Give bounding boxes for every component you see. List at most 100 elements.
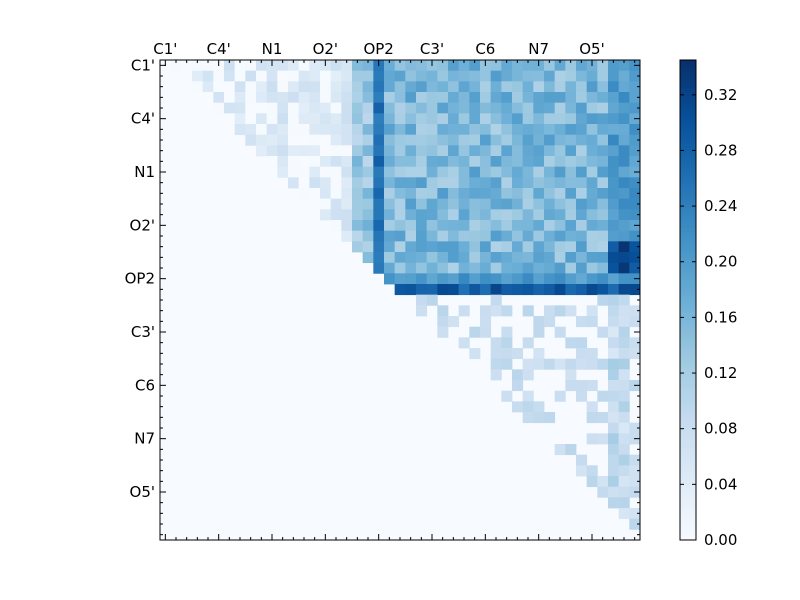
heatmap-cell — [608, 102, 620, 114]
heatmap-cell — [629, 230, 641, 242]
heatmap-cell — [608, 177, 620, 189]
heatmap-cell — [437, 284, 449, 296]
heatmap-cell — [597, 134, 609, 146]
heatmap-cell — [586, 156, 598, 168]
heatmap-cell — [608, 305, 620, 317]
colorbar-segment — [680, 504, 696, 509]
heatmap-cell — [608, 401, 620, 413]
colorbar-frame — [679, 59, 697, 541]
heatmap-cell — [469, 198, 481, 210]
heatmap-cell — [330, 145, 342, 157]
heatmap-cell — [458, 241, 470, 253]
heatmap-cell — [330, 198, 342, 210]
heatmap-cell — [597, 81, 609, 93]
heatmap-cell — [330, 81, 342, 93]
colorbar-segment — [680, 180, 696, 185]
heatmap-cell — [458, 337, 470, 349]
heatmap-cell — [490, 369, 502, 381]
colorbar-segment — [680, 524, 696, 529]
heatmap-cell — [618, 486, 630, 498]
heatmap-cell — [448, 113, 460, 125]
heatmap-cell — [330, 209, 342, 221]
heatmap-cell — [597, 113, 609, 125]
heatmap-cell — [362, 252, 374, 264]
heatmap-cell — [618, 294, 630, 306]
heatmap-cell — [597, 220, 609, 232]
colorbar-segment — [680, 492, 696, 497]
y-tick-label: C1' — [131, 56, 155, 74]
heatmap-cell — [224, 102, 236, 114]
heatmap-cell — [554, 198, 566, 210]
heatmap-cell — [234, 60, 246, 72]
heatmap-cell — [245, 134, 257, 146]
heatmap-cell — [405, 124, 417, 136]
heatmap-cell — [341, 92, 353, 104]
heatmap-cell — [394, 81, 406, 93]
heatmap-cell — [501, 102, 513, 114]
heatmap-cell — [298, 177, 310, 189]
heatmap-cell — [341, 156, 353, 168]
heatmap-cell — [362, 124, 374, 136]
heatmap-cell — [522, 177, 534, 189]
colorbar-segment — [680, 76, 696, 81]
heatmap-cell — [629, 102, 641, 114]
heatmap-cell — [544, 145, 556, 157]
heatmap-cell — [522, 81, 534, 93]
heatmap-cell — [469, 166, 481, 178]
heatmap-cell — [586, 198, 598, 210]
heatmap-cell — [256, 134, 268, 146]
heatmap-cell — [416, 60, 428, 72]
heatmap-cell — [597, 390, 609, 402]
colorbar-tick-label: 0.32 — [704, 86, 737, 104]
heatmap-cell — [629, 454, 641, 466]
heatmap-cell — [544, 305, 556, 317]
heatmap-cell — [480, 177, 492, 189]
colorbar-tick-label: 0.00 — [704, 531, 737, 549]
heatmap-cell — [586, 209, 598, 221]
heatmap-cell — [533, 284, 545, 296]
heatmap-cell — [384, 220, 396, 232]
heatmap-cell — [320, 113, 332, 125]
heatmap-cell — [597, 294, 609, 306]
colorbar-segment — [680, 508, 696, 513]
heatmap-cell — [522, 220, 534, 232]
heatmap-cell — [576, 220, 588, 232]
heatmap-cell — [490, 70, 502, 82]
heatmap-cell — [565, 134, 577, 146]
colorbar-segment — [680, 316, 696, 321]
heatmap-cell — [298, 60, 310, 72]
heatmap-cell — [352, 177, 364, 189]
heatmap-cell — [618, 273, 630, 285]
heatmap-cell — [490, 262, 502, 274]
heatmap-cell — [437, 166, 449, 178]
heatmap-cell — [330, 220, 342, 232]
heatmap-cell — [586, 476, 598, 488]
heatmap-cell — [352, 124, 364, 136]
heatmap-cell — [384, 198, 396, 210]
heatmap-cell — [352, 70, 364, 82]
colorbar-segment — [680, 188, 696, 193]
heatmap-cell — [352, 209, 364, 221]
heatmap-cell — [522, 209, 534, 221]
heatmap-cell — [544, 134, 556, 146]
heatmap-cell — [544, 113, 556, 125]
heatmap-cell — [618, 326, 630, 338]
heatmap-cell — [213, 70, 225, 82]
heatmap-cell — [405, 145, 417, 157]
heatmap-cell — [458, 113, 470, 125]
heatmap-cell — [224, 81, 236, 93]
heatmap-cell — [437, 220, 449, 232]
heatmap-cell — [192, 70, 204, 82]
heatmap-cell — [469, 252, 481, 264]
heatmap-cell — [629, 92, 641, 104]
heatmap-cell — [512, 102, 524, 114]
heatmap-cell — [394, 134, 406, 146]
colorbar-segment — [680, 268, 696, 273]
heatmap-cell — [373, 113, 385, 125]
heatmap-cell — [405, 284, 417, 296]
heatmap-cell — [597, 188, 609, 200]
colorbar-segment — [680, 324, 696, 329]
colorbar-segment — [680, 364, 696, 369]
heatmap-cell — [458, 230, 470, 242]
heatmap-cell — [362, 166, 374, 178]
